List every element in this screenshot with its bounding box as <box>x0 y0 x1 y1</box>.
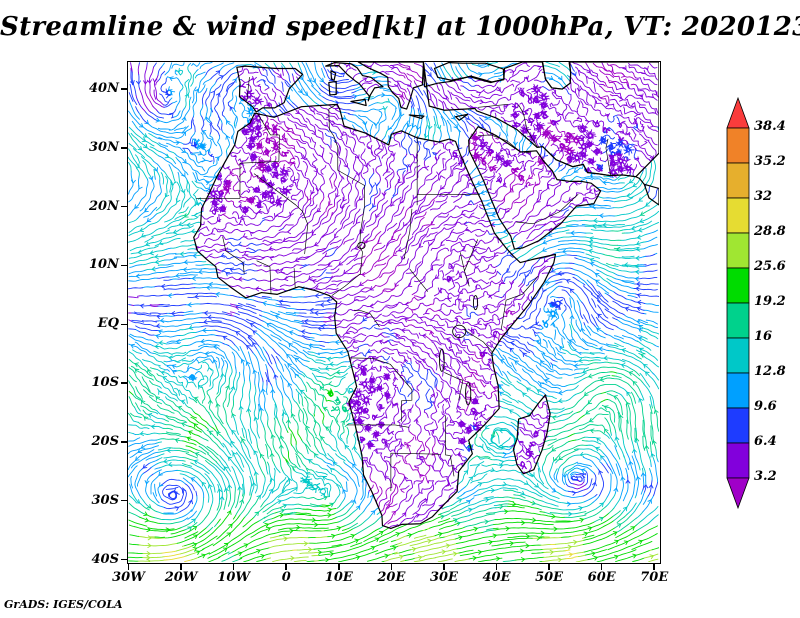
y-tick-label: 20S <box>91 433 119 449</box>
y-tick-label: 40N <box>89 80 119 96</box>
x-tick-label: 50E <box>535 570 564 585</box>
y-tick-label: 30N <box>89 139 119 155</box>
x-tick-mark <box>127 564 130 570</box>
colorbar-label: 28.8 <box>754 224 786 239</box>
x-tick-mark <box>232 564 235 570</box>
colorbar-label: 35.2 <box>754 154 786 169</box>
x-tick-label: 40E <box>482 570 511 585</box>
y-tick-mark <box>121 499 127 502</box>
y-tick-mark <box>121 88 127 90</box>
x-tick-mark <box>285 564 287 570</box>
plot-title: Streamline & wind speed[kt] at 1000hPa, … <box>0 12 800 42</box>
x-tick-mark <box>180 564 182 570</box>
x-tick-mark <box>548 564 550 570</box>
colorbar-label: 25.6 <box>754 259 786 274</box>
x-tick-mark <box>653 564 655 570</box>
colorbar-label: 3.2 <box>754 469 777 484</box>
y-tick-label: EQ <box>97 316 119 332</box>
y-tick-label: 10S <box>91 375 119 391</box>
x-tick-label: 10E <box>324 570 353 585</box>
colorbar-label: 9.6 <box>754 399 777 414</box>
y-tick-mark <box>121 147 127 149</box>
y-tick-mark <box>121 441 127 443</box>
x-tick-label: 20E <box>377 570 406 585</box>
colorbar-label: 6.4 <box>754 434 777 449</box>
x-tick-mark <box>443 564 445 570</box>
x-tick-label: 20W <box>164 570 198 585</box>
x-tick-mark <box>390 564 393 570</box>
x-tick-mark <box>495 564 498 570</box>
y-tick-label: 20N <box>89 198 119 214</box>
x-tick-label: 30W <box>112 570 145 585</box>
y-tick-mark <box>121 558 127 561</box>
x-tick-mark <box>338 564 340 570</box>
streamline-canvas <box>128 62 659 562</box>
y-tick-mark <box>121 264 127 267</box>
colorbar-label: 32 <box>754 189 773 204</box>
y-tick-mark <box>121 323 127 325</box>
y-tick-label: 40S <box>91 551 119 567</box>
y-tick-mark <box>121 205 127 208</box>
x-tick-label: 0 <box>281 570 291 585</box>
x-tick-mark <box>600 564 603 570</box>
grads-attribution: GrADS: IGES/COLA <box>4 598 123 611</box>
x-tick-label: 70E <box>640 570 669 585</box>
colorbar-label: 12.8 <box>754 364 786 379</box>
map-frame <box>127 61 661 564</box>
x-tick-label: 30E <box>429 570 458 585</box>
colorbar-label: 16 <box>754 329 773 344</box>
colorbar-label: 19.2 <box>754 294 786 309</box>
x-tick-label: 60E <box>587 570 616 585</box>
y-tick-label: 30S <box>91 492 119 508</box>
colorbar-scale <box>726 96 750 510</box>
x-tick-label: 10W <box>217 570 250 585</box>
y-tick-mark <box>121 382 127 384</box>
y-tick-label: 10N <box>89 257 119 273</box>
colorbar-label: 38.4 <box>754 119 786 134</box>
